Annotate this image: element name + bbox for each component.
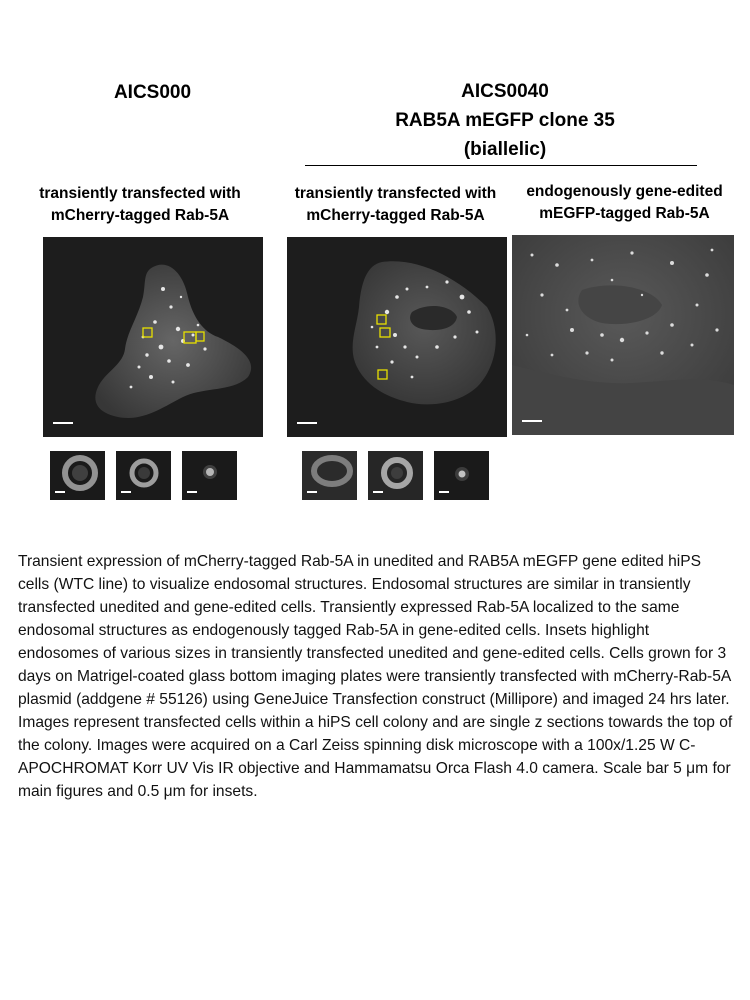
scale-bar	[53, 422, 73, 424]
inset-box-3	[377, 369, 388, 380]
figure-caption-text: Transient expression of mCherry-tagged R…	[18, 553, 733, 800]
right-group-title: AICS0040 RAB5A mEGFP clone 35 (biallelic…	[310, 79, 700, 162]
right-panel2-label-line2: mEGFP-tagged Rab-5A	[539, 205, 710, 222]
left-panel-label: transiently transfected with mCherry-tag…	[20, 183, 260, 227]
inset-box-1	[142, 327, 153, 338]
micrograph-aics0040-megfp	[512, 235, 734, 435]
right-group-title-line3: (biallelic)	[463, 139, 547, 160]
inset-aics0040-2	[368, 451, 423, 500]
micrograph-aics000-mcherry	[43, 237, 263, 437]
scale-bar	[297, 422, 317, 424]
cell-outline	[352, 261, 496, 405]
right-panel1-label-line1: transiently transfected with	[294, 185, 497, 202]
right-panel1-label: transiently transfected with mCherry-tag…	[278, 183, 513, 227]
figure-caption: Transient expression of mCherry-tagged R…	[18, 550, 733, 803]
right-panel2-label-line1: endogenously gene-edited	[526, 183, 723, 200]
left-panel-label-line2: mCherry-tagged Rab-5A	[50, 207, 230, 224]
right-panel1-label-line2: mCherry-tagged Rab-5A	[306, 207, 485, 224]
inset-box-2	[379, 327, 391, 338]
inset-aics0040-3	[434, 451, 489, 500]
right-group-title-line1: AICS0040	[461, 81, 549, 102]
inset-box-1	[376, 314, 387, 325]
inset-box-3	[195, 331, 205, 342]
scale-bar	[522, 420, 542, 422]
nucleus	[410, 305, 457, 331]
left-group-title-text: AICS000	[113, 82, 192, 103]
inset-aics000-3	[182, 451, 237, 500]
right-panel2-label: endogenously gene-edited mEGFP-tagged Ra…	[512, 181, 737, 225]
right-group-underline	[305, 165, 697, 166]
inset-aics000-1	[50, 451, 105, 500]
right-group-title-line2: RAB5A mEGFP clone 35	[395, 110, 615, 131]
inset-aics0040-1	[302, 451, 357, 500]
micrograph-aics0040-mcherry	[287, 237, 507, 437]
cell-outline	[95, 264, 252, 418]
left-panel-label-line1: transiently transfected with	[39, 185, 241, 202]
inset-aics000-2	[116, 451, 171, 500]
left-group-title: AICS000	[60, 80, 245, 105]
